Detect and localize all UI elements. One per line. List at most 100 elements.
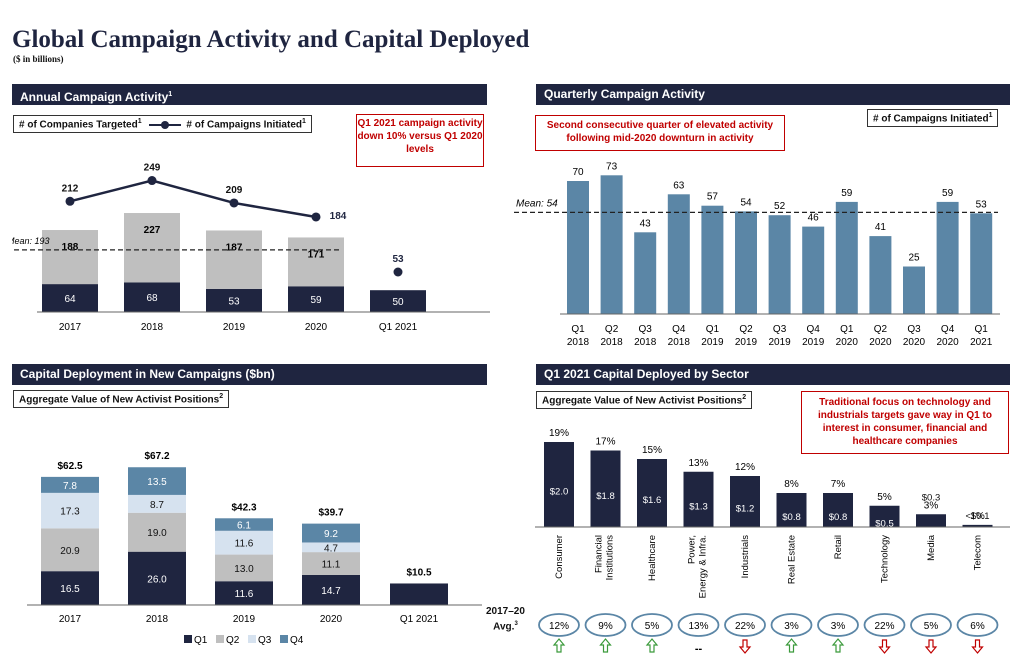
capital-x-label: 2018 <box>146 614 169 625</box>
avg-row-label: 2017–20 Avg.3 <box>486 605 525 633</box>
capital-segment-label: 14.7 <box>321 586 341 597</box>
sector-bar <box>823 493 853 527</box>
quarterly-x-label-year: 2020 <box>903 337 926 348</box>
capital-segment-label: 13.0 <box>234 564 254 575</box>
quarterly-header-text: Quarterly Campaign Activity <box>544 87 705 101</box>
capital-legend-swatch <box>248 635 256 643</box>
capital-bar-segment <box>41 528 99 572</box>
sector-x-label: Telecom <box>973 535 984 570</box>
quarterly-value-label: 25 <box>908 253 920 264</box>
sector-bar <box>590 450 621 527</box>
capital-segment-label: 17.3 <box>60 507 80 518</box>
sector-value-label: $0.5 <box>875 518 894 529</box>
annual-campaigns-point <box>65 196 75 206</box>
capital-total-label: $10.5 <box>406 567 431 578</box>
annual-campaigns-label: 212 <box>62 183 79 194</box>
sector-box-sup: 2 <box>742 394 747 401</box>
capital-box: Aggregate Value of New Activist Position… <box>13 390 230 409</box>
capital-bar-segment <box>215 554 273 582</box>
quarterly-x-label-year: 2019 <box>802 337 825 348</box>
quarterly-mean-label: Mean: 54 <box>516 198 558 209</box>
sector-avg-oval <box>863 613 906 637</box>
sector-box: Aggregate Value of New Activist Position… <box>536 391 753 410</box>
sector-x-label: Technology <box>880 535 891 583</box>
sector-value-label: $1.8 <box>596 491 615 502</box>
avg-label-line2: Avg. <box>493 621 515 633</box>
sector-avg-oval <box>584 613 627 637</box>
arrow-up-icon <box>552 638 566 653</box>
quarterly-value-label: 43 <box>640 218 652 229</box>
annual-bar-bottom-label: 64 <box>64 294 76 305</box>
sector-chart: 19% $2.0 Consumer 12% 17% $1.8 FinancialInstit… <box>535 428 1010 655</box>
sector-x-label: Retail <box>833 535 844 559</box>
sector-x-label: Real Estate <box>787 535 798 584</box>
quarterly-x-label-year: 2021 <box>970 337 993 348</box>
quarterly-x-label-q: Q1 <box>571 324 585 335</box>
capital-total-label: $42.3 <box>231 502 256 513</box>
sector-value-label: $0.8 <box>829 512 848 523</box>
legend-companies-sup: 1 <box>137 118 142 125</box>
capital-bar-segment <box>302 542 360 553</box>
annual-mean-label: Mean: 193 <box>12 236 50 246</box>
annual-campaigns-line <box>69 179 317 219</box>
quarterly-bar <box>936 201 959 314</box>
quarterly-bar <box>667 194 690 314</box>
sector-value-label: $0.3 <box>922 492 941 503</box>
annual-bar-upper-label: 171 <box>308 249 325 260</box>
sector-pct-label: 7% <box>831 479 846 490</box>
capital-legend-label: Q2 <box>226 635 240 646</box>
capital-segment-label: 6.1 <box>237 521 251 532</box>
quarterly-x-label-q: Q1 <box>840 324 854 335</box>
annual-bar-upper-label: 227 <box>144 225 161 236</box>
capital-total-label: $39.7 <box>318 508 343 519</box>
capital-legend-swatch <box>280 635 288 643</box>
capital-header-text: Capital Deployment in New Campaigns ($bn… <box>20 367 275 381</box>
capital-x-label: 2020 <box>320 614 343 625</box>
annual-panel-header: Annual Campaign Activity1 <box>12 84 487 105</box>
sector-value-label: $0.8 <box>782 512 801 523</box>
annual-bar-bottom-label: 59 <box>310 295 322 306</box>
sector-pct-label: 8% <box>784 479 799 490</box>
quarterly-bar <box>802 226 825 314</box>
quarterly-x-label-q: Q2 <box>739 324 753 335</box>
quarterly-bar <box>768 215 791 314</box>
capital-bar-segment <box>128 467 186 495</box>
capital-bar-segment <box>215 581 273 605</box>
sector-x-label-line: Retail <box>833 535 844 559</box>
quarterly-x-label-q: Q1 <box>706 324 720 335</box>
quarterly-bar <box>701 205 724 314</box>
sector-header-text: Q1 2021 Capital Deployed by Sector <box>544 367 749 381</box>
sector-avg-label: 5% <box>924 621 939 632</box>
quarterly-value-label: 59 <box>942 188 954 199</box>
arrow-up-icon <box>831 638 845 653</box>
quarterly-callout: Second consecutive quarter of elevated a… <box>535 115 785 151</box>
sector-value-label: $1.6 <box>643 495 662 506</box>
capital-legend-swatch <box>184 635 192 643</box>
sector-pct-label: 17% <box>595 437 615 448</box>
capital-total-label: $67.2 <box>144 451 169 462</box>
capital-legend-label: Q4 <box>290 635 304 646</box>
capital-segment-label: 26.0 <box>147 574 167 585</box>
quarterly-legend-sup: 1 <box>988 112 993 119</box>
sector-avg-oval <box>770 613 813 637</box>
sector-x-label-line: Financial <box>594 535 605 573</box>
capital-segment-label: 11.6 <box>235 539 254 550</box>
sector-bar <box>730 476 760 527</box>
annual-campaigns-label: 209 <box>226 185 243 196</box>
annual-bar-bottom-label: 68 <box>146 293 158 304</box>
annual-chart: 64 188 2017 68 227 2018 53 187 2019 59 171 2020 50 Q1… <box>12 163 490 333</box>
sector-avg-oval <box>817 613 859 637</box>
flat-trend-icon: -- <box>695 643 703 655</box>
quarterly-legend-box: # of Campaigns Initiated1 <box>867 109 999 128</box>
quarterly-x-label-q: Q2 <box>874 324 888 335</box>
sector-x-label: Media <box>926 534 937 561</box>
annual-bar-bottom-label: 53 <box>228 296 240 307</box>
legend-campaigns-sup: 1 <box>302 118 306 125</box>
sector-avg-oval <box>910 613 952 637</box>
quarterly-x-label-q: Q3 <box>773 324 787 335</box>
sector-bar <box>916 514 946 527</box>
sector-value-label: $2.0 <box>550 487 569 498</box>
quarterly-bar <box>903 266 925 314</box>
quarterly-x-label-year: 2018 <box>567 337 590 348</box>
annual-x-label: 2019 <box>223 322 246 333</box>
